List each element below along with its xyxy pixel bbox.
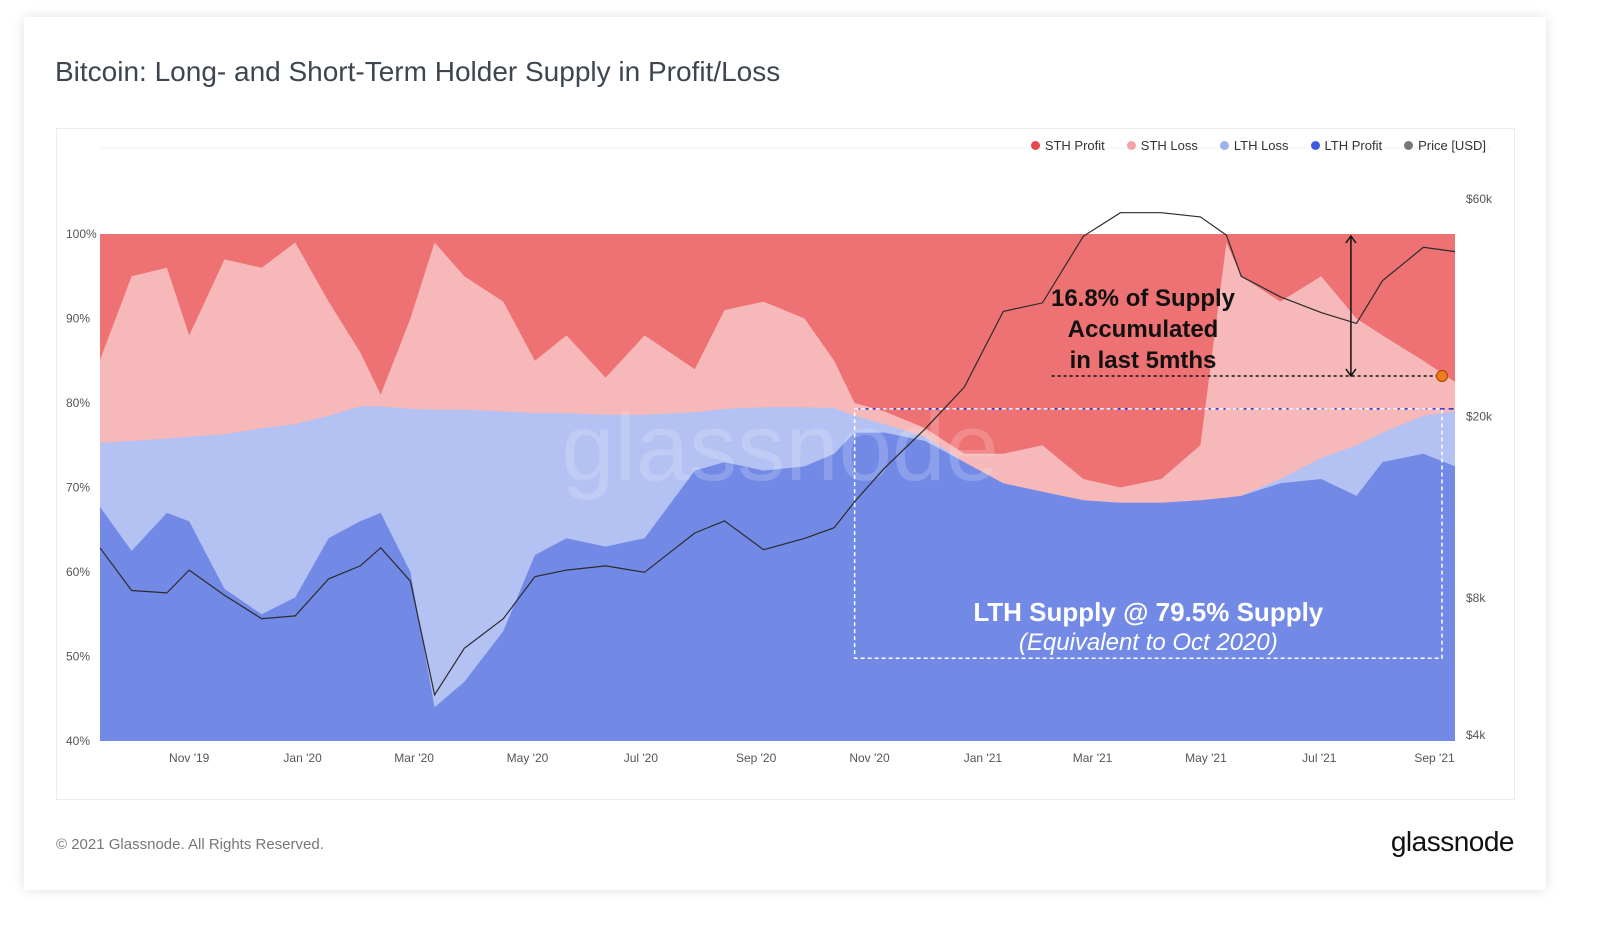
price-line [99, 212, 1456, 697]
legend-item[interactable]: STH Profit [1030, 138, 1105, 153]
accumulation-annotation-line: 16.8% of Supply [1051, 285, 1236, 312]
lth-annotation-title: LTH Supply @ 79.5% Supply [973, 597, 1323, 627]
x-tick-label: Jan '20 [283, 751, 322, 765]
legend-dot-icon [1126, 141, 1136, 150]
legend-item[interactable]: LTH Loss [1219, 138, 1289, 153]
y-left-tick-label: 70% [66, 481, 90, 495]
brand-logo: glassnode [1390, 826, 1515, 857]
x-tick-label: Jul '21 [1302, 751, 1337, 765]
y-left-tick-label: 40% [66, 734, 90, 748]
legend-dot-icon [1404, 141, 1414, 150]
x-tick-label: May '20 [507, 751, 549, 765]
lth-annotation-subtitle: (Equivalent to Oct 2020) [1019, 629, 1278, 656]
chart-frame [56, 128, 1515, 800]
chart-title: Bitcoin: Long- and Short-Term Holder Sup… [55, 56, 781, 87]
x-tick-label: Mar '20 [394, 751, 434, 765]
y-right-tick-label: $4k [1466, 728, 1486, 742]
x-tick-label: Mar '21 [1073, 751, 1113, 765]
accumulation-annotation-line: Accumulated [1068, 316, 1219, 343]
y-left-tick-label: 100% [66, 227, 97, 241]
y-right-tick-label: $8k [1466, 591, 1486, 605]
accumulation-annotation-line: in last 5mths [1070, 347, 1217, 374]
x-tick-label: May '21 [1185, 751, 1227, 765]
lth-highlight-box [853, 408, 1443, 659]
legend-dot-icon [1310, 141, 1320, 150]
arrow-heads [1345, 234, 1357, 378]
legend-label: Price [USD] [1418, 138, 1486, 153]
accumulation-marker [1435, 369, 1448, 382]
y-left-tick-label: 90% [66, 312, 90, 326]
y-right-tick-label: $60k [1466, 192, 1493, 206]
x-tick-label: Jul '20 [624, 751, 659, 765]
legend-label: STH Loss [1140, 138, 1198, 153]
watermark: glassnode [561, 394, 999, 501]
legend-item[interactable]: Price [USD] [1404, 138, 1486, 153]
y-left-tick-label: 80% [66, 396, 90, 410]
area-lth-profit [100, 432, 1455, 741]
y-left-tick-label: 60% [66, 565, 90, 579]
legend-label: STH Profit [1044, 138, 1105, 153]
legend-item[interactable]: LTH Profit [1310, 138, 1383, 153]
copyright: © 2021 Glassnode. All Rights Reserved. [56, 836, 324, 853]
legend-item[interactable]: STH Loss [1126, 138, 1198, 153]
x-tick-label: Sep '20 [736, 751, 777, 765]
x-tick-label: Jan '21 [964, 751, 1003, 765]
y-left-tick-label: 50% [66, 650, 90, 664]
legend-label: LTH Profit [1324, 138, 1383, 153]
x-tick-label: Sep '21 [1414, 751, 1455, 765]
legend-dot-icon [1030, 141, 1040, 150]
y-right-tick-label: $20k [1466, 409, 1493, 423]
legend: STH Profit STH Loss LTH Loss LTH Profit Pric… [1030, 138, 1486, 153]
legend-dot-icon [1219, 141, 1229, 150]
x-tick-label: Nov '19 [169, 751, 210, 765]
x-tick-label: Nov '20 [849, 751, 890, 765]
legend-label: LTH Loss [1233, 138, 1289, 153]
